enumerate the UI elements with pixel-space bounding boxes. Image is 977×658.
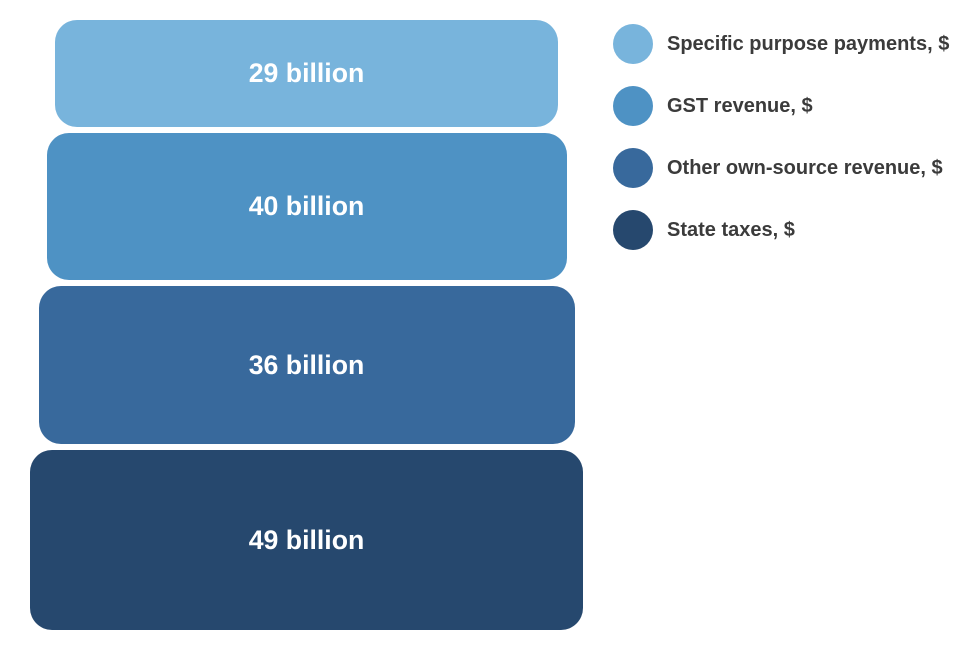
legend-item-gst-revenue: GST revenue, $ (613, 86, 949, 126)
chart-legend: Specific purpose payments, $ GST revenue… (613, 20, 949, 250)
legend-item-other-own-source: Other own-source revenue, $ (613, 148, 949, 188)
bar-other-own-source: 36 billion (39, 286, 575, 444)
legend-swatch-icon (613, 86, 653, 126)
bar-gst-revenue: 40 billion (47, 133, 567, 280)
legend-item-state-taxes: State taxes, $ (613, 210, 949, 250)
legend-swatch-icon (613, 24, 653, 64)
bar-specific-purpose: 29 billion (55, 20, 558, 127)
bar-state-taxes: 49 billion (30, 450, 583, 630)
legend-label: Other own-source revenue, $ (667, 157, 943, 180)
bar-value-label: 29 billion (249, 58, 365, 89)
bar-value-label: 40 billion (249, 191, 365, 222)
legend-label: GST revenue, $ (667, 95, 813, 118)
legend-label: State taxes, $ (667, 219, 795, 242)
legend-item-specific-purpose: Specific purpose payments, $ (613, 24, 949, 64)
legend-swatch-icon (613, 210, 653, 250)
chart-bars-container: 29 billion 40 billion 36 billion 49 bill… (30, 20, 583, 630)
legend-label: Specific purpose payments, $ (667, 33, 949, 56)
revenue-funnel-chart: 29 billion 40 billion 36 billion 49 bill… (30, 20, 947, 630)
bar-value-label: 36 billion (249, 350, 365, 381)
bar-value-label: 49 billion (249, 525, 365, 556)
legend-swatch-icon (613, 148, 653, 188)
